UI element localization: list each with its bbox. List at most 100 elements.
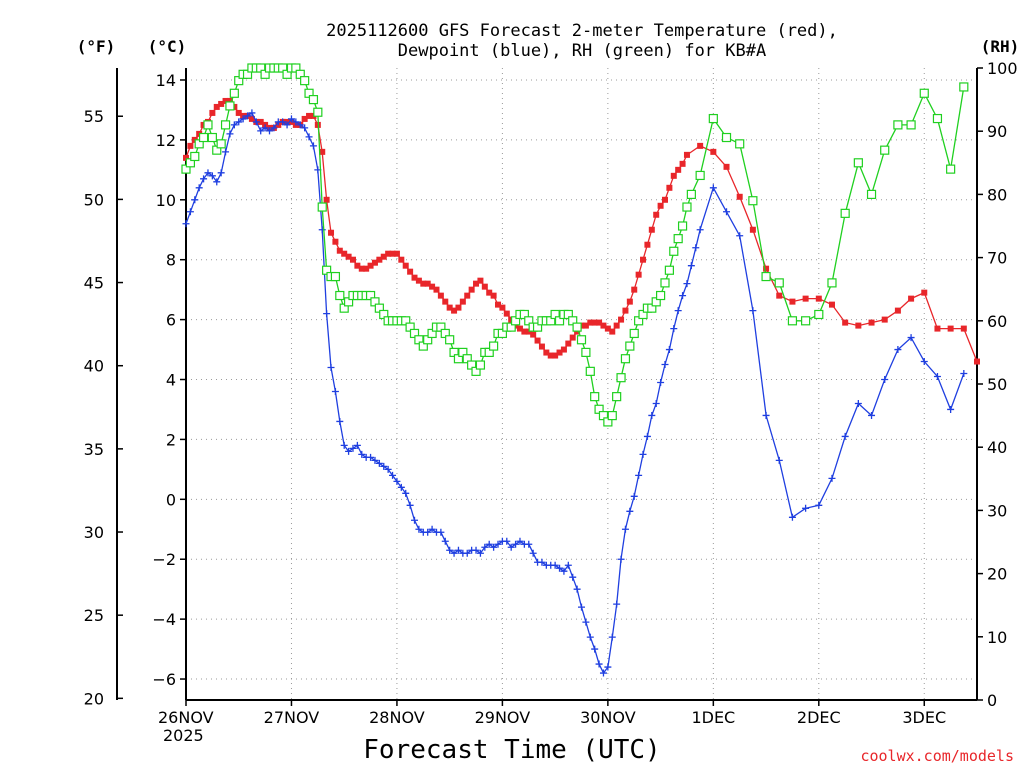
temperature-point [459, 298, 466, 305]
rh-point [317, 202, 327, 212]
rh-point [932, 113, 943, 124]
temperature-point [631, 286, 638, 293]
temperature-point [446, 304, 453, 311]
rh-point [572, 322, 582, 332]
temperature-point [543, 349, 550, 356]
rh-point [660, 278, 670, 288]
temperature-point [670, 172, 677, 179]
dewpoint-point [538, 558, 546, 566]
dewpoint-point [349, 444, 357, 452]
temperature-point [402, 262, 409, 269]
temperature-point [582, 322, 589, 329]
x-tick-label: 1DEC [691, 708, 735, 727]
dewpoint-point [424, 528, 432, 536]
rh-point [748, 196, 758, 206]
temperature-series [183, 97, 980, 365]
rh-point [190, 151, 200, 162]
dewpoint-point [815, 501, 823, 509]
dewpoint-point [569, 573, 577, 581]
dewpoint-point [595, 660, 603, 668]
temperature-point [398, 256, 405, 263]
dewpoint-point [881, 376, 889, 384]
dewpoint-point [389, 471, 397, 479]
temperature-point [209, 109, 216, 116]
temperature-point [881, 316, 888, 323]
dewpoint-series [182, 109, 968, 677]
dewpoint-point [384, 465, 392, 473]
rh-point [735, 139, 745, 149]
dewpoint-point [428, 525, 436, 533]
temperature-point [653, 211, 660, 218]
rh-point [827, 278, 837, 288]
temperature-point [596, 319, 603, 326]
rh-point [880, 145, 890, 155]
dewpoint-point [683, 280, 691, 288]
temperature-point [868, 319, 875, 326]
x-tick-label: 27NOV [264, 708, 320, 727]
dewpoint-point [692, 244, 700, 252]
rh-tick-label: 90 [987, 122, 1007, 141]
rh-point [669, 246, 679, 256]
dewpoint-point [775, 456, 783, 464]
rh-point [906, 120, 916, 130]
temperature-point [429, 283, 436, 290]
dewpoint-point [222, 148, 230, 156]
temperature-point [415, 277, 422, 284]
temperature-point [341, 250, 348, 257]
dewpoint-point [279, 118, 287, 126]
celsius-tick-label: −6 [152, 670, 176, 689]
rh-point [893, 120, 903, 130]
dewpoint-point [309, 142, 317, 150]
celsius-tick-label: 0 [166, 490, 176, 509]
dewpoint-point [516, 537, 524, 545]
dewpoint-point [648, 411, 656, 419]
rh-point [946, 164, 956, 174]
dewpoint-point [265, 127, 273, 135]
temperature-point [648, 226, 655, 233]
rh-point [801, 316, 811, 326]
dewpoint-point [226, 130, 234, 138]
dewpoint-point [340, 441, 348, 449]
rh-point [677, 221, 688, 231]
dewpoint-point [643, 432, 651, 440]
dewpoint-point [512, 540, 520, 548]
temperature-point [613, 322, 620, 329]
dewpoint-point [397, 483, 405, 491]
temperature-point [363, 265, 370, 272]
dewpoint-point [476, 549, 484, 557]
dewpoint-point [709, 184, 717, 192]
temperature-point [974, 358, 980, 365]
dewpoint-point [283, 121, 291, 129]
fahrenheit-tick-label: 50 [84, 190, 104, 209]
fahrenheit-tick-label: 20 [84, 689, 104, 708]
temperature-point [336, 247, 343, 254]
temperature-point [235, 109, 242, 116]
dewpoint-point [472, 546, 480, 554]
temperature-point [763, 265, 770, 272]
dewpoint-point [239, 115, 247, 123]
dewpoint-point [261, 124, 269, 132]
dewpoint-point [331, 387, 339, 395]
rh-point [625, 341, 635, 351]
dewpoint-point [186, 208, 194, 216]
chart-title-line-1: 2025112600 GFS Forecast 2-meter Temperat… [326, 21, 838, 41]
temperature-point [183, 154, 189, 161]
rh-tick-label: 80 [987, 185, 1007, 204]
temperature-point [947, 325, 954, 332]
rh-point [330, 271, 341, 282]
temperature-point [306, 112, 313, 119]
temperature-point [420, 280, 427, 287]
dewpoint-point [345, 447, 353, 455]
temperature-point [521, 328, 528, 335]
dewpoint-point [490, 543, 498, 551]
x-tick-sublabel: 2025 [163, 726, 204, 745]
dewpoint-point [556, 564, 564, 572]
temperature-point [332, 238, 339, 245]
rh-point [853, 158, 863, 168]
rh-tick-label: 50 [987, 375, 1007, 394]
dewpoint-point [463, 549, 471, 557]
rh-point [445, 335, 455, 345]
dewpoint-point [736, 232, 744, 240]
dewpoint-point [907, 334, 915, 342]
